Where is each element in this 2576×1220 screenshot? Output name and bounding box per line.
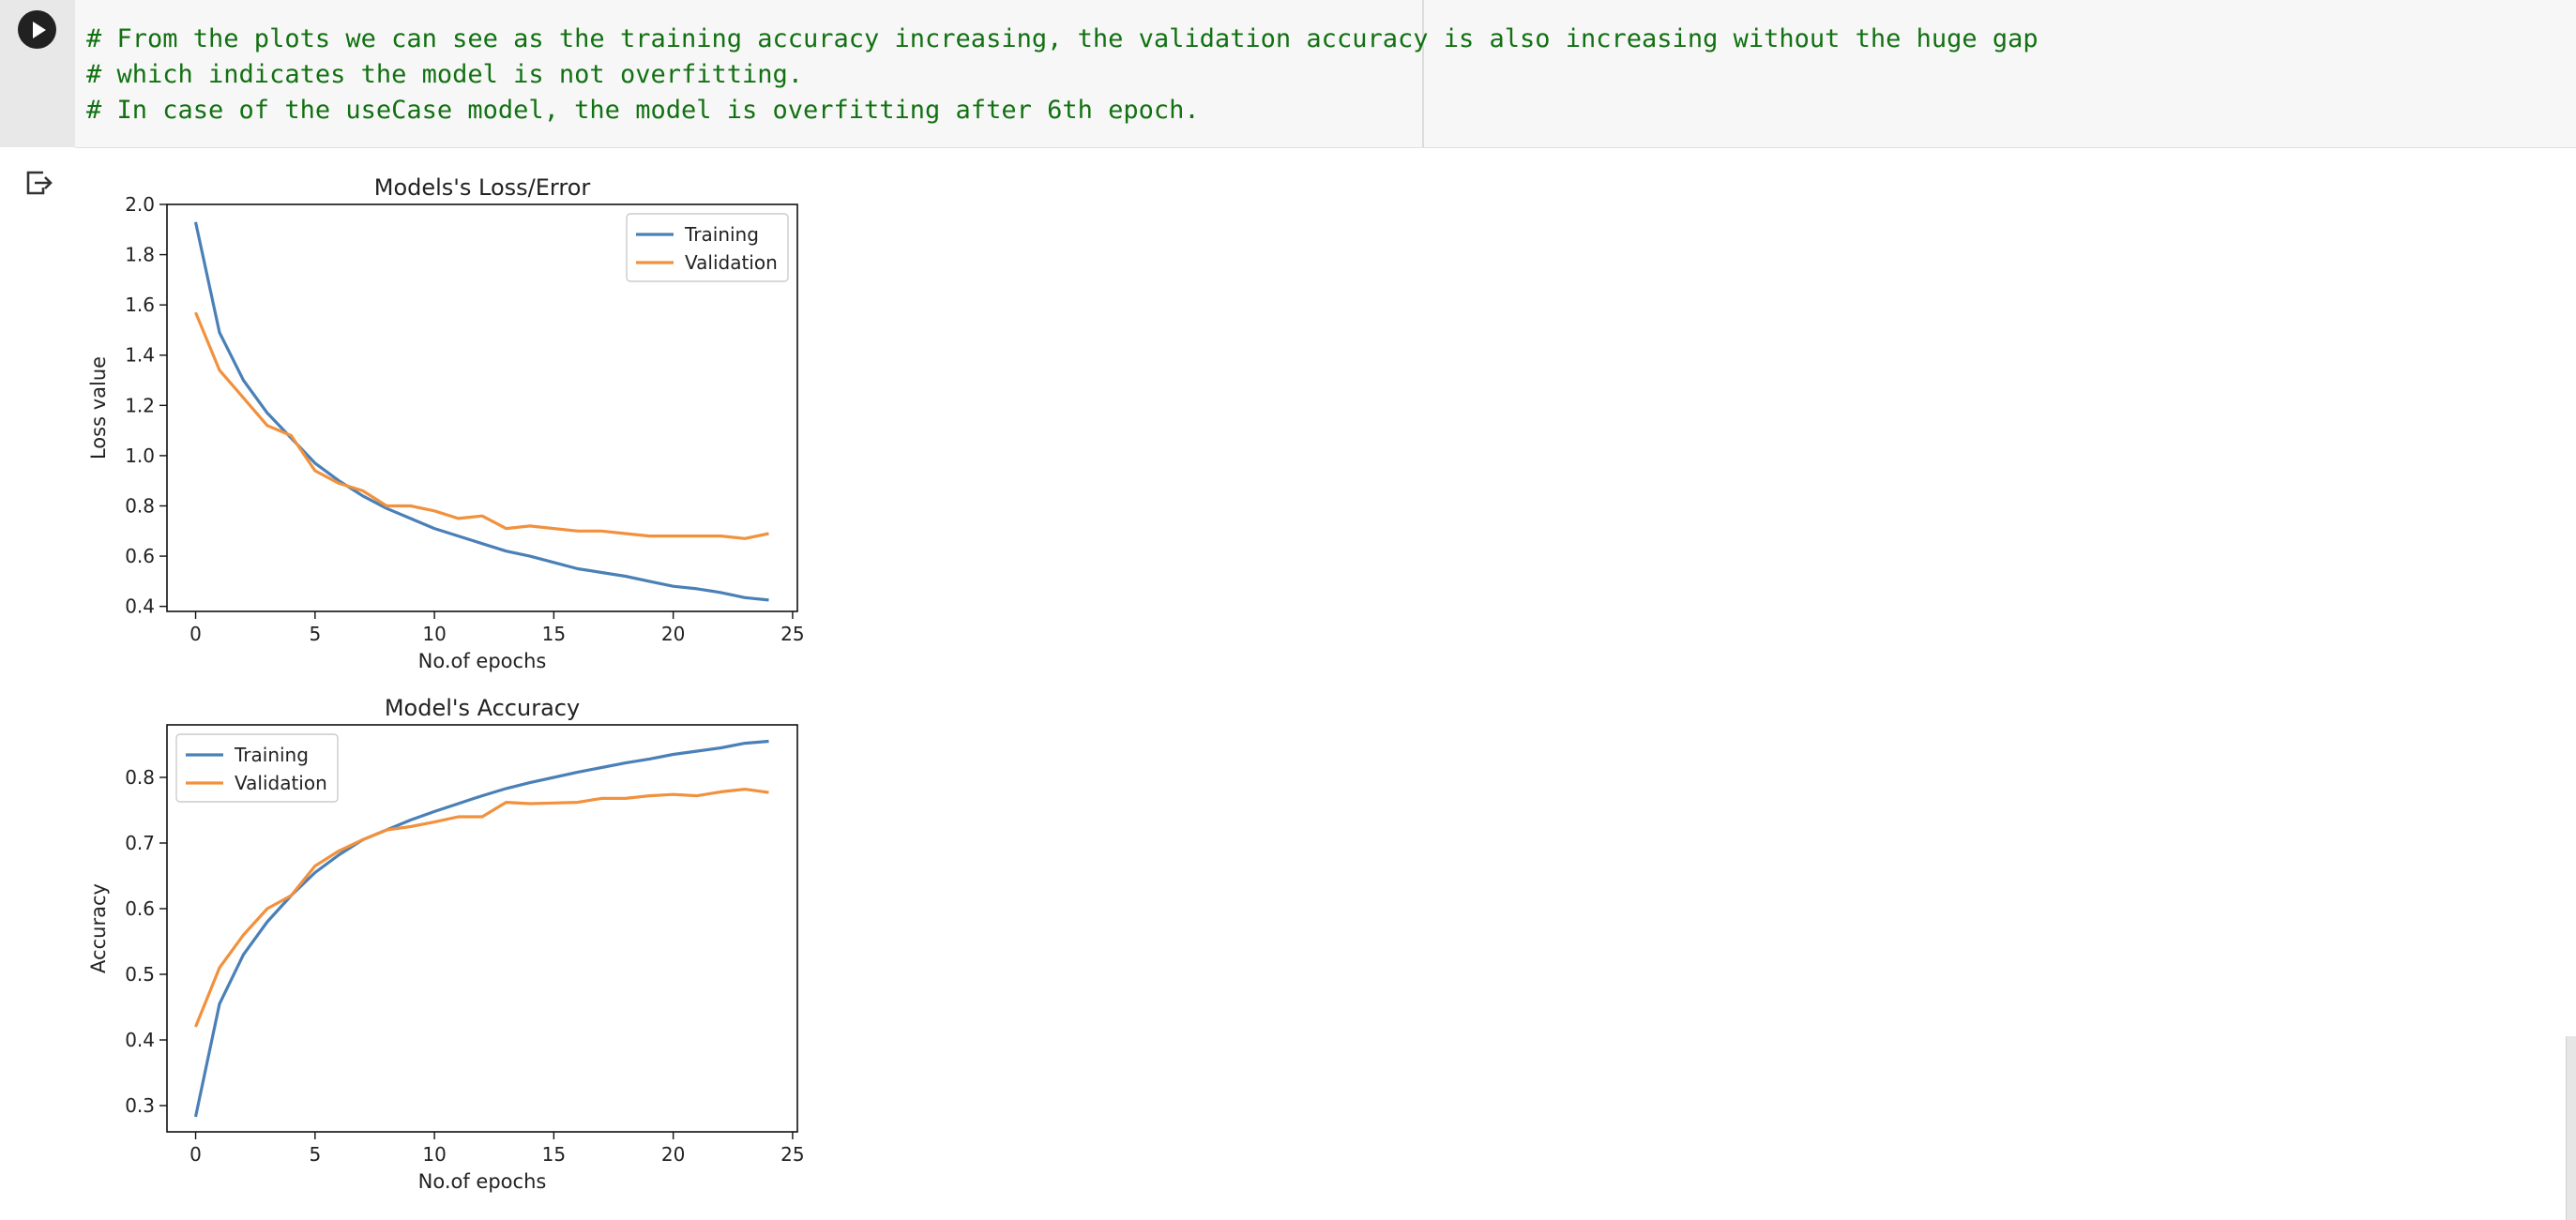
y-axis-label: Loss value [87,356,110,459]
x-tick-label: 0 [189,1143,202,1166]
y-axis-label: Accuracy [87,883,110,973]
y-tick-label: 0.8 [125,766,155,789]
loss-chart: Models's Loss/Error 0 5 10 15 20 25 0.4 0.6 0.8 1.… [84,164,816,680]
x-tick-label: 5 [309,1143,321,1166]
y-tick-label: 1.0 [125,444,155,467]
legend-label: Training [234,744,309,766]
chart-title: Models's Loss/Error [374,174,591,201]
chart-title: Model's Accuracy [385,695,580,721]
x-tick-label: 25 [780,623,804,645]
legend-label: Validation [235,772,327,794]
legend-label: Training [684,223,759,246]
x-tick-label: 20 [661,623,685,645]
x-tick-label: 5 [309,623,321,645]
y-tick-label: 1.6 [125,294,155,316]
chart-legend: Training Validation [626,213,789,282]
y-tick-label: 1.4 [125,344,155,367]
x-tick-label: 10 [422,623,446,645]
scrollbar[interactable] [2566,1036,2576,1220]
y-tick-label: 0.7 [125,832,155,854]
accuracy-chart: Model's Accuracy 0 5 10 15 20 25 0.3 0.4 0.5 0.6 0.… [84,685,816,1210]
chart-legend: Training Validation [175,733,339,803]
x-axis-label: No.of epochs [418,650,547,672]
y-tick-label: 0.4 [125,595,155,618]
x-axis-label: No.of epochs [418,1170,547,1193]
output-redirect-icon[interactable] [24,168,54,198]
y-tick-label: 0.6 [125,897,155,920]
x-tick-label: 0 [189,623,202,645]
x-tick-label: 15 [542,623,566,645]
x-tick-label: 15 [542,1143,566,1166]
code-cell-editor[interactable]: # From the plots we can see as the train… [75,0,2576,148]
x-tick-label: 20 [661,1143,685,1166]
y-tick-label: 1.2 [125,394,155,416]
chart-svg: Model's Accuracy 0 5 10 15 20 25 0.3 0.4 0.5 0.6 0.… [87,695,805,1193]
code-line[interactable]: # which indicates the model is not overf… [86,60,804,89]
x-tick-label: 10 [422,1143,446,1166]
y-tick-label: 2.0 [125,193,155,216]
line-length-ruler [1422,0,1424,147]
series-line-validation [194,311,769,540]
code-line[interactable]: # From the plots we can see as the train… [86,24,2038,53]
series-line-validation [194,787,769,1028]
chart-svg: Models's Loss/Error 0 5 10 15 20 25 0.4 0.6 0.8 1.… [87,174,805,672]
y-tick-label: 0.3 [125,1094,155,1117]
y-tick-label: 0.8 [125,494,155,517]
y-tick-label: 0.5 [125,963,155,986]
run-cell-button[interactable] [18,10,56,49]
x-tick-label: 25 [780,1143,804,1166]
y-tick-label: 1.8 [125,244,155,266]
code-line[interactable]: # In case of the useCase model, the mode… [86,96,1200,125]
legend-label: Validation [685,251,778,274]
y-tick-label: 0.6 [125,545,155,567]
y-tick-label: 0.4 [125,1029,155,1051]
